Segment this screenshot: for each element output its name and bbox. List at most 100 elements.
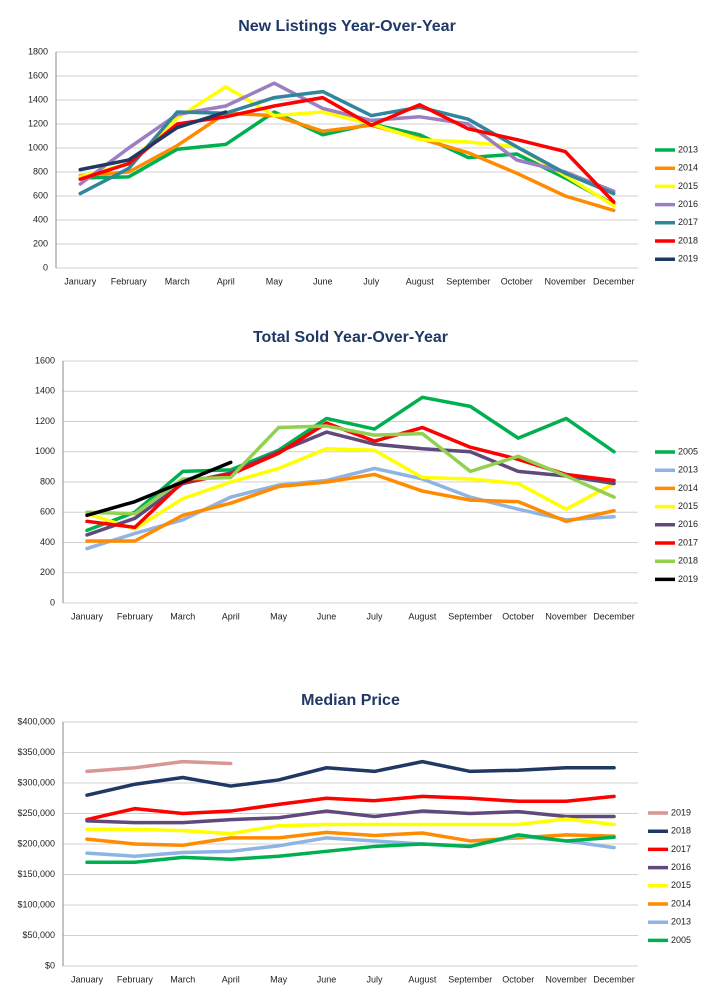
legend-label: 2015 [678,181,698,191]
legend-label: 2017 [671,844,691,854]
x-tick-label: September [448,611,492,621]
legend-label: 2019 [671,807,691,817]
x-tick-label: September [448,974,492,984]
series-line [85,794,616,822]
chart-title: Median Price [301,692,400,709]
legend-label: 2014 [678,163,698,173]
y-tick-label: 1400 [28,94,48,104]
series-line [78,95,616,204]
series-line [85,759,616,797]
x-tick-label: April [217,276,235,286]
x-tick-label: October [502,611,534,621]
series-line [85,446,616,531]
y-tick-label: $0 [45,960,55,970]
y-tick-label: 1000 [28,142,48,152]
series-line [85,466,616,551]
series-line [78,110,228,172]
y-tick-label: 0 [50,597,55,607]
legend-label: 2016 [678,519,698,529]
y-tick-label: 600 [40,507,55,517]
x-tick-label: March [170,611,195,621]
legend-label: 2016 [671,862,691,872]
x-tick-label: December [593,611,635,621]
x-tick-label: May [266,276,284,286]
x-tick-label: January [71,611,104,621]
y-tick-label: 1000 [35,446,55,456]
series-line [85,395,616,533]
x-tick-label: June [317,974,337,984]
legend-label: 2018 [671,826,691,836]
x-tick-label: May [270,974,288,984]
x-tick-label: December [593,276,635,286]
x-tick-label: August [406,276,435,286]
y-tick-label: 600 [33,190,48,200]
legend-label: 2013 [678,465,698,475]
x-tick-label: April [222,974,240,984]
series-line [85,472,616,543]
x-tick-label: March [170,974,195,984]
y-tick-label: 1600 [35,355,55,365]
x-tick-label: August [408,974,437,984]
x-tick-label: August [408,611,437,621]
y-tick-label: 1200 [28,118,48,128]
x-tick-label: June [313,276,333,286]
series-line [85,833,616,865]
series-line [85,817,616,836]
y-tick-label: $100,000 [17,899,55,909]
x-tick-label: February [111,276,148,286]
x-tick-label: July [366,611,383,621]
x-tick-label: January [71,974,104,984]
x-tick-label: May [270,611,288,621]
series-line [85,460,233,518]
series-line [78,89,616,196]
y-tick-label: 800 [33,166,48,176]
legend-label: 2017 [678,537,698,547]
x-tick-label: March [165,276,190,286]
y-tick-label: 1800 [28,46,48,56]
y-tick-label: $250,000 [17,808,55,818]
x-tick-label: June [317,611,337,621]
y-tick-label: $50,000 [22,930,55,940]
x-tick-label: October [501,276,533,286]
y-tick-label: 800 [40,476,55,486]
chart-title: Total Sold Year-Over-Year [253,329,448,346]
series-line [78,111,616,213]
legend-label: 2014 [671,898,691,908]
y-tick-label: 200 [40,567,55,577]
legend-label: 2014 [678,483,698,493]
legend-label: 2015 [671,880,691,890]
x-tick-label: November [544,276,586,286]
y-tick-label: $200,000 [17,838,55,848]
y-tick-label: 1600 [28,70,48,80]
x-tick-label: April [222,611,240,621]
y-tick-label: 0 [43,262,48,272]
x-tick-label: February [117,611,154,621]
legend-label: 2018 [678,556,698,566]
legend-label: 2016 [678,199,698,209]
x-tick-label: November [545,611,587,621]
legend-label: 2015 [678,501,698,511]
x-tick-label: February [117,974,154,984]
y-tick-label: $150,000 [17,869,55,879]
series-line [85,759,233,774]
x-tick-label: January [64,276,97,286]
y-tick-label: 1200 [35,416,55,426]
y-tick-label: $350,000 [17,747,55,757]
legend-label: 2019 [678,254,698,264]
y-tick-label: 400 [40,537,55,547]
y-tick-label: $300,000 [17,777,55,787]
x-tick-label: November [545,974,587,984]
legend-label: 2005 [671,935,691,945]
legend-label: 2019 [678,574,698,584]
legend-label: 2017 [678,217,698,227]
x-tick-label: September [446,276,490,286]
legend-label: 2005 [678,446,698,456]
y-tick-label: 1400 [35,386,55,396]
chart-title: New Listings Year-Over-Year [238,18,456,35]
y-tick-label: $400,000 [17,716,55,726]
x-tick-label: July [366,974,383,984]
x-tick-label: December [593,974,635,984]
x-tick-label: July [363,276,380,286]
y-tick-label: 400 [33,214,48,224]
